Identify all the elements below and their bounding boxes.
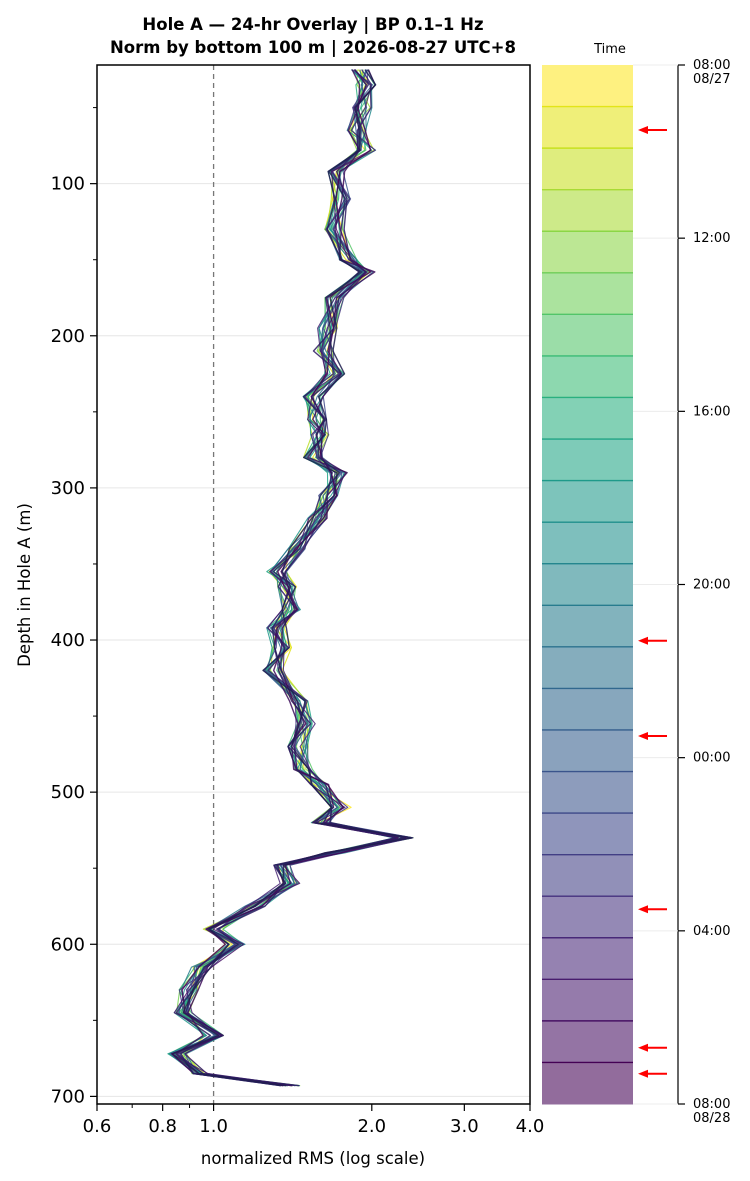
colorbar-band [542, 896, 633, 939]
colorbar-band [542, 979, 633, 1022]
x-tick-label: 3.0 [450, 1116, 479, 1137]
series-line-0700 [171, 69, 413, 1087]
profile-series-group [167, 69, 414, 1087]
colorbar-band [542, 854, 633, 897]
colorbar-band [542, 605, 633, 648]
x-axis-label: normalized RMS (log scale) [201, 1149, 425, 1168]
colorbar-band [542, 771, 633, 814]
x-axis: 0.6 0.8 1.0 2.0 3.0 4.0 [83, 1104, 545, 1137]
chart-subtitle: Norm by bottom 100 m | 2026-08-27 UTC+8 [110, 38, 516, 58]
colorbar-tick-label: 20:00 [693, 578, 730, 593]
colorbar-band [542, 189, 633, 232]
colorbar-tick-label: 12:00 [693, 231, 730, 246]
colorbar-band [542, 480, 633, 523]
y-tick-label: 400 [51, 630, 85, 651]
colorbar-band [542, 522, 633, 565]
series-line-0200 [173, 69, 411, 1087]
colorbar-band [542, 813, 633, 856]
colorbar-date-label: 08/27 [693, 72, 730, 87]
colorbar-tick-label: 00:00 [693, 751, 730, 766]
highlight-arrowhead [638, 636, 648, 645]
colorbar-band [542, 231, 633, 274]
x-tick-label: 1.0 [199, 1116, 228, 1137]
colorbar-band [542, 397, 633, 440]
series-line-0500 [176, 69, 397, 1087]
colorbar-label: Time [593, 42, 626, 57]
colorbar-band [542, 729, 633, 773]
chart-title: Hole A — 24-hr Overlay | BP 0.1–1 Hz [142, 15, 483, 35]
colorbar-band [542, 272, 633, 315]
colorbar-date-label: 08/28 [693, 1111, 730, 1126]
x-tick-label: 2.0 [357, 1116, 386, 1137]
colorbar-band [542, 106, 633, 149]
colorbar-band [542, 439, 633, 482]
colorbar-band [542, 355, 633, 398]
colorbar-band [542, 148, 633, 191]
time-colorbar [542, 65, 633, 1105]
y-tick-label: 700 [51, 1086, 85, 1107]
colorbar-band [542, 65, 633, 108]
x-tick-label: 0.6 [83, 1116, 112, 1137]
y-axis-label: Depth in Hole A (m) [15, 503, 34, 667]
colorbar-band [542, 1020, 633, 1063]
series-line-1100 [173, 69, 414, 1087]
highlight-arrowhead [638, 905, 648, 914]
colorbar-tick-label: 16:00 [693, 404, 730, 419]
colorbar-band [542, 1062, 633, 1105]
colorbar-band [542, 937, 633, 980]
series-line-0000 [178, 69, 414, 1087]
colorbar-axis: 08:0008/2712:0016:0020:0000:0004:0008:00… [633, 58, 730, 1126]
y-tick-label: 200 [51, 326, 85, 347]
x-tick-label: 0.8 [148, 1116, 177, 1137]
y-tick-label: 600 [51, 934, 85, 955]
highlight-arrowhead [638, 1069, 648, 1078]
x-tick-label: 4.0 [516, 1116, 545, 1137]
plot-grid [97, 183, 530, 1097]
plot-frame [96, 64, 531, 1105]
series-line-0300 [171, 69, 407, 1087]
highlight-arrows [638, 125, 667, 1078]
y-tick-label: 500 [51, 782, 85, 803]
highlight-arrowhead [638, 1043, 648, 1052]
colorbar-band [542, 563, 633, 606]
series-line-2100 [174, 69, 397, 1087]
highlight-arrowhead [638, 125, 648, 134]
highlight-arrowhead [638, 732, 648, 741]
colorbar-band [542, 314, 633, 357]
y-tick-label: 100 [51, 174, 85, 195]
colorbar-band [542, 688, 633, 731]
y-tick-label: 300 [51, 478, 85, 499]
colorbar-tick-label: 08:00 [693, 1097, 730, 1112]
colorbar-tick-label: 04:00 [693, 924, 730, 939]
colorbar-band [542, 646, 633, 689]
colorbar-tick-label: 08:00 [693, 58, 730, 73]
series-line-1500 [174, 69, 404, 1087]
y-axis: 100 200 300 400 500 600 700 [51, 107, 97, 1107]
